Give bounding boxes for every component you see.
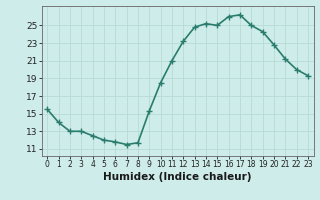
- X-axis label: Humidex (Indice chaleur): Humidex (Indice chaleur): [103, 172, 252, 182]
